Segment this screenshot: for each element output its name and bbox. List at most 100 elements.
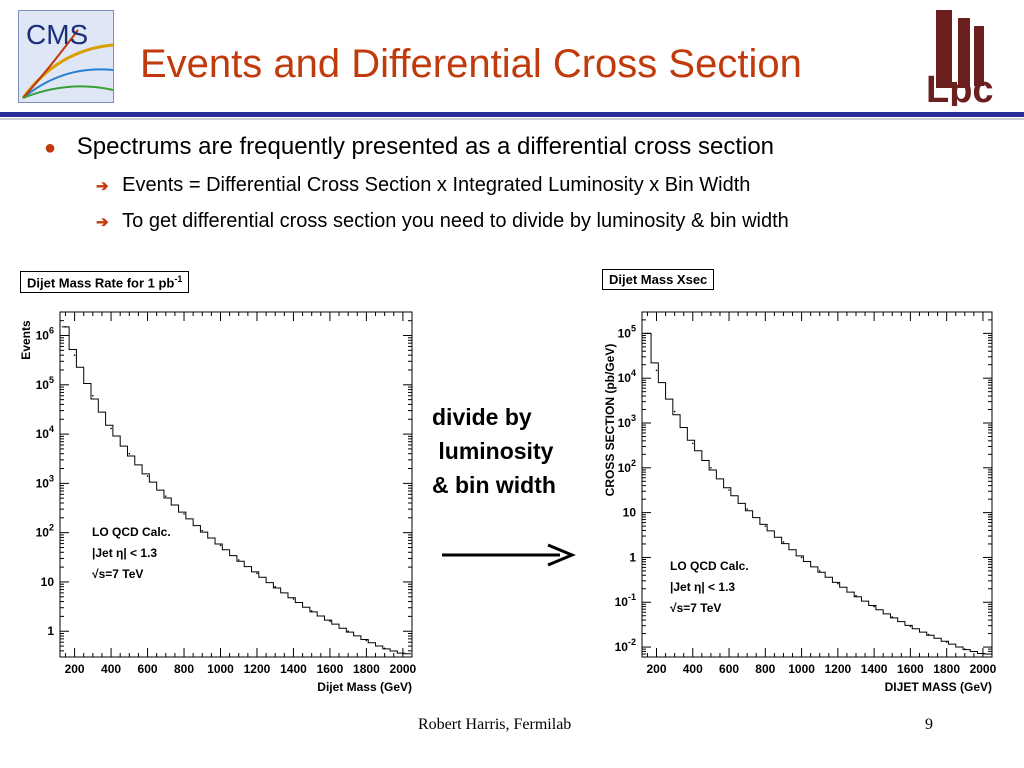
subbullet-1-text: Events = Differential Cross Section x In…	[122, 174, 751, 196]
bullet-dot: ●	[44, 137, 57, 159]
x-tick-label: 1200	[244, 662, 271, 676]
data-point	[365, 639, 368, 642]
plot-annotation: |Jet η| < 1.3	[670, 580, 735, 594]
data-point	[310, 609, 313, 612]
y-tick-label: 1	[629, 550, 636, 564]
y-tick-label: 104	[36, 424, 54, 441]
data-point	[982, 653, 984, 655]
lpc-logo: Lpc	[926, 10, 994, 106]
lpc-logo-text: Lpc	[926, 69, 994, 106]
data-point	[164, 495, 167, 497]
cms-logo-text: CMS	[26, 19, 88, 50]
x-tick-label: 1000	[788, 662, 815, 676]
data-point	[782, 541, 785, 543]
data-point	[673, 410, 676, 413]
data-point	[945, 641, 948, 643]
data-point	[347, 630, 349, 633]
y-tick-label: 106	[36, 326, 54, 343]
plot-annotation: √s=7 TeV	[92, 567, 143, 581]
x-tick-label: 1400	[280, 662, 307, 676]
arrow-right-icon: ➔	[96, 214, 109, 231]
plot-annotation: LO QCD Calc.	[670, 559, 749, 573]
x-tick-label: 2000	[390, 662, 417, 676]
x-tick-label: 1600	[897, 662, 924, 676]
data-point	[691, 442, 694, 445]
y-tick-label: 10	[623, 506, 637, 520]
plot-annotation: LO QCD Calc.	[92, 525, 171, 539]
arrow-right-icon	[442, 543, 576, 567]
y-tick-label: 102	[36, 523, 54, 540]
data-point	[837, 582, 839, 585]
data-point	[818, 570, 821, 572]
data-point	[710, 467, 712, 469]
plot-frame	[59, 311, 413, 658]
y-tick-label: 10-1	[615, 592, 636, 609]
bullet-1-text: Spectrums are frequently presented as a …	[76, 133, 775, 160]
data-point	[329, 620, 331, 622]
x-tick-label: 400	[683, 662, 703, 676]
y-axis-label: Events	[19, 320, 33, 360]
x-tick-label: 1800	[353, 662, 380, 676]
series-line	[61, 326, 412, 655]
x-tick-label: 1000	[207, 662, 234, 676]
page-number: 9	[925, 716, 933, 733]
data-point	[746, 508, 748, 510]
plot-frame	[641, 311, 993, 658]
x-tick-label: 200	[65, 662, 85, 676]
x-tick-label: 600	[719, 662, 739, 676]
data-point	[274, 585, 277, 588]
y-tick-label: 10	[41, 575, 55, 589]
data-point	[128, 452, 131, 455]
data-point	[92, 394, 94, 397]
chart-dijet-rate: 200 400 600 800 1000 1200 1400 1600 1800 2000 1 10 1…	[19, 311, 417, 694]
plot-annotation: |Jet η| < 1.3	[92, 546, 157, 560]
x-tick-label: 800	[174, 662, 194, 676]
footer-author: Robert Harris, Fermilab	[418, 716, 572, 733]
y-tick-label: 105	[618, 323, 636, 340]
series-line	[643, 332, 992, 655]
data-point	[891, 616, 894, 618]
data-point	[855, 594, 857, 597]
data-point	[728, 489, 730, 491]
plot-2-title: Dijet Mass Xsec	[602, 269, 715, 290]
arrow-right-icon: ➔	[96, 178, 109, 195]
chart-dijet-xsec: 200 400 600 800 1000 1200 1400 1600 1800 2000 10-2…	[603, 311, 997, 694]
x-tick-label: 1200	[825, 662, 852, 676]
slide-title: Events and Differential Cross Section	[140, 42, 802, 86]
y-tick-label: 103	[618, 413, 636, 430]
subbullet-2-text: To get differential cross section you ne…	[122, 210, 789, 232]
y-tick-label: 102	[618, 458, 636, 475]
data-point	[383, 647, 386, 650]
x-tick-label: 600	[138, 662, 158, 676]
data-point	[655, 369, 658, 372]
data-point	[219, 544, 222, 547]
x-tick-label: 1600	[317, 662, 344, 676]
data-point	[110, 427, 112, 430]
x-tick-label: 400	[101, 662, 121, 676]
x-tick-label: 1400	[861, 662, 888, 676]
data-point	[764, 525, 767, 527]
data-point	[183, 513, 185, 515]
y-tick-label: 1	[47, 624, 54, 638]
data-point	[909, 625, 912, 628]
y-tick-label: 104	[618, 368, 636, 385]
title-rule	[0, 112, 1024, 117]
data-point	[256, 572, 258, 575]
x-tick-label: 2000	[970, 662, 997, 676]
data-point	[146, 475, 149, 477]
y-axis-label: CROSS SECTION (pb/GeV)	[603, 344, 617, 497]
data-point	[73, 354, 76, 356]
subbullet-2: ➔ To get differential cross section you …	[96, 210, 789, 233]
plot-1-title: Dijet Mass Rate for 1 pb-1	[20, 271, 190, 294]
data-point	[64, 326, 67, 328]
y-tick-label: 105	[36, 375, 54, 392]
cms-logo: CMS	[18, 10, 114, 103]
bullet-1: ● Spectrums are frequently presented as …	[44, 133, 774, 161]
subbullet-1: ➔ Events = Differential Cross Section x …	[96, 174, 750, 197]
y-tick-label: 10-2	[615, 637, 636, 654]
data-point	[963, 648, 966, 650]
x-axis-label: Dijet Mass (GeV)	[317, 680, 412, 694]
x-tick-label: 1800	[933, 662, 960, 676]
data-point	[800, 556, 803, 559]
data-point	[927, 633, 930, 636]
